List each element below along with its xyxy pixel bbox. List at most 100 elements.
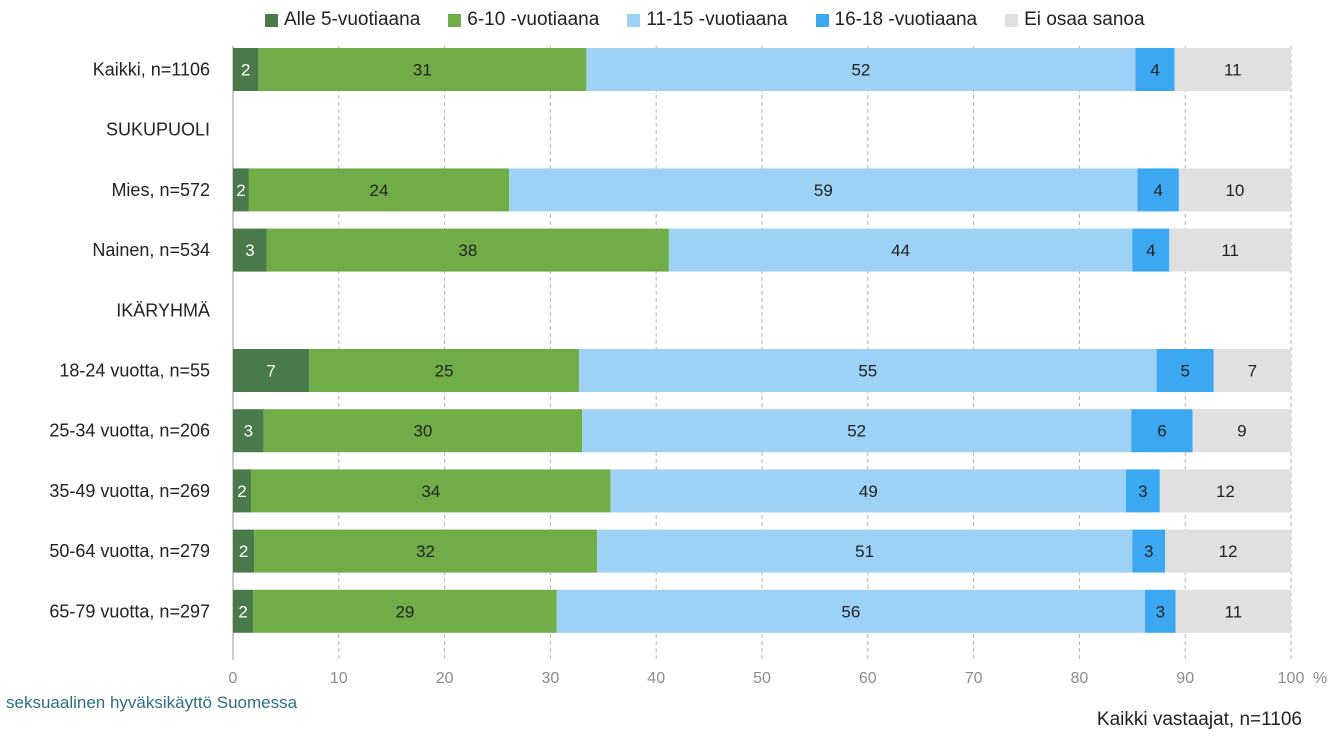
footer-note: Kaikki vastaajat, n=1106 bbox=[1096, 709, 1302, 730]
legend-item: Ei osaa sanoa bbox=[1005, 8, 1145, 32]
data-label: 38 bbox=[458, 241, 477, 260]
category-label: 50-64 vuotta, n=279 bbox=[49, 541, 210, 561]
bar-segment bbox=[253, 589, 557, 633]
bar-segment bbox=[586, 48, 1136, 91]
bar-segment bbox=[1144, 589, 1176, 633]
data-label: 52 bbox=[851, 61, 870, 80]
data-label: 10 bbox=[1225, 181, 1244, 200]
data-label: 12 bbox=[1219, 542, 1238, 561]
bar-segment bbox=[233, 409, 264, 453]
data-label: 4 bbox=[1153, 181, 1162, 200]
data-label: 59 bbox=[814, 181, 833, 200]
legend-label: 16-18 -vuotiaana bbox=[834, 9, 978, 30]
data-label: 9 bbox=[1237, 422, 1246, 441]
bar-segment bbox=[1159, 469, 1291, 513]
legend-item: 16-18 -vuotiaana bbox=[815, 8, 978, 32]
bar-segment bbox=[1192, 409, 1291, 453]
bar-segment bbox=[1174, 48, 1291, 91]
data-label: 29 bbox=[395, 602, 414, 621]
data-label: 3 bbox=[1138, 482, 1147, 501]
bar-segment bbox=[233, 469, 251, 513]
data-label: 11 bbox=[1225, 602, 1243, 621]
bar-segment bbox=[233, 228, 267, 272]
data-label: 24 bbox=[370, 181, 389, 200]
bar-segment bbox=[233, 589, 254, 633]
data-label: 30 bbox=[413, 422, 432, 441]
bar-segment bbox=[1135, 48, 1175, 91]
data-label: 32 bbox=[416, 542, 435, 561]
category-label: Mies, n=572 bbox=[111, 180, 210, 200]
data-label: 2 bbox=[239, 542, 248, 561]
bar-segment bbox=[1169, 228, 1291, 272]
data-label: 44 bbox=[891, 241, 910, 260]
bar-segment bbox=[1132, 529, 1166, 573]
data-label: 4 bbox=[1146, 241, 1155, 260]
category-label: 35-49 vuotta, n=269 bbox=[49, 481, 210, 501]
bar-segment bbox=[596, 529, 1133, 573]
bar-segment bbox=[233, 529, 255, 573]
bar-segment bbox=[233, 168, 249, 212]
legend-label: 6-10 -vuotiaana bbox=[467, 9, 600, 30]
bar-segment bbox=[250, 469, 611, 513]
legend-swatch bbox=[448, 13, 462, 27]
data-label: 2 bbox=[236, 181, 245, 200]
legend-item: 6-10 -vuotiaana bbox=[448, 8, 599, 32]
bar-segment bbox=[258, 48, 587, 91]
bar-segment bbox=[509, 168, 1138, 212]
bar-segment bbox=[1125, 469, 1160, 513]
category-label: SUKUPUOLI bbox=[106, 120, 210, 140]
legend-swatch bbox=[265, 13, 278, 27]
data-label: 5 bbox=[1180, 362, 1189, 381]
category-label: Kaikki, n=1106 bbox=[93, 60, 210, 80]
category-label: 25-34 vuotta, n=206 bbox=[49, 421, 210, 441]
bar-segment bbox=[1131, 409, 1193, 453]
bar-segment bbox=[1165, 529, 1291, 573]
data-label: 11 bbox=[1224, 61, 1242, 80]
x-tick-label: 60 bbox=[859, 670, 877, 687]
data-label: 11 bbox=[1221, 241, 1239, 260]
bar-segment bbox=[1132, 228, 1170, 272]
data-label: 2 bbox=[241, 61, 250, 80]
data-label: 2 bbox=[238, 602, 247, 621]
bar-segment bbox=[1213, 349, 1291, 392]
data-label: 12 bbox=[1216, 482, 1235, 501]
data-label: 3 bbox=[1156, 602, 1165, 621]
legend-item: Alle 5-vuotiaana bbox=[265, 8, 420, 32]
legend-swatch bbox=[815, 13, 829, 27]
bar-segment bbox=[1178, 168, 1291, 212]
data-label: 4 bbox=[1150, 61, 1159, 80]
x-tick-label: 20 bbox=[436, 670, 454, 687]
category-label: Nainen, n=534 bbox=[92, 240, 210, 260]
data-label: 7 bbox=[266, 362, 275, 381]
x-tick-label: 0 bbox=[229, 670, 238, 687]
bar-segment bbox=[578, 349, 1157, 392]
bar-segment bbox=[1137, 168, 1179, 212]
data-label: 6 bbox=[1157, 422, 1166, 441]
bar-segment bbox=[1156, 349, 1214, 392]
x-tick-label: 30 bbox=[542, 670, 560, 687]
data-label: 55 bbox=[858, 362, 877, 381]
data-label: 49 bbox=[859, 482, 878, 501]
data-label: 3 bbox=[1144, 542, 1153, 561]
data-label: 2 bbox=[237, 482, 246, 501]
category-label: IKÄRYHMÄ bbox=[116, 300, 210, 320]
legend-swatch bbox=[1005, 13, 1019, 27]
bar-segment bbox=[668, 228, 1133, 272]
legend-item: 11-15 -vuotiaana bbox=[627, 8, 788, 32]
chart-legend: Alle 5-vuotiaana 6-10 -vuotiaana 11-15 -vu… bbox=[265, 8, 1173, 32]
bar-segment bbox=[233, 48, 259, 91]
x-tick-label: 100 bbox=[1278, 670, 1305, 687]
bar-segment bbox=[1175, 589, 1291, 633]
data-label: 51 bbox=[855, 542, 874, 561]
x-tick-label: 80 bbox=[1071, 670, 1089, 687]
legend-label: Alle 5-vuotiaana bbox=[284, 9, 421, 30]
legend-label: 11-15 -vuotiaana bbox=[646, 9, 788, 30]
x-tick-label: 50 bbox=[753, 670, 771, 687]
x-tick-label: 90 bbox=[1176, 670, 1194, 687]
x-tick-label: 40 bbox=[647, 670, 665, 687]
data-label: 52 bbox=[847, 422, 866, 441]
x-axis-unit: % bbox=[1313, 670, 1327, 687]
x-tick-label: 10 bbox=[330, 670, 348, 687]
bar-segment bbox=[309, 349, 579, 392]
